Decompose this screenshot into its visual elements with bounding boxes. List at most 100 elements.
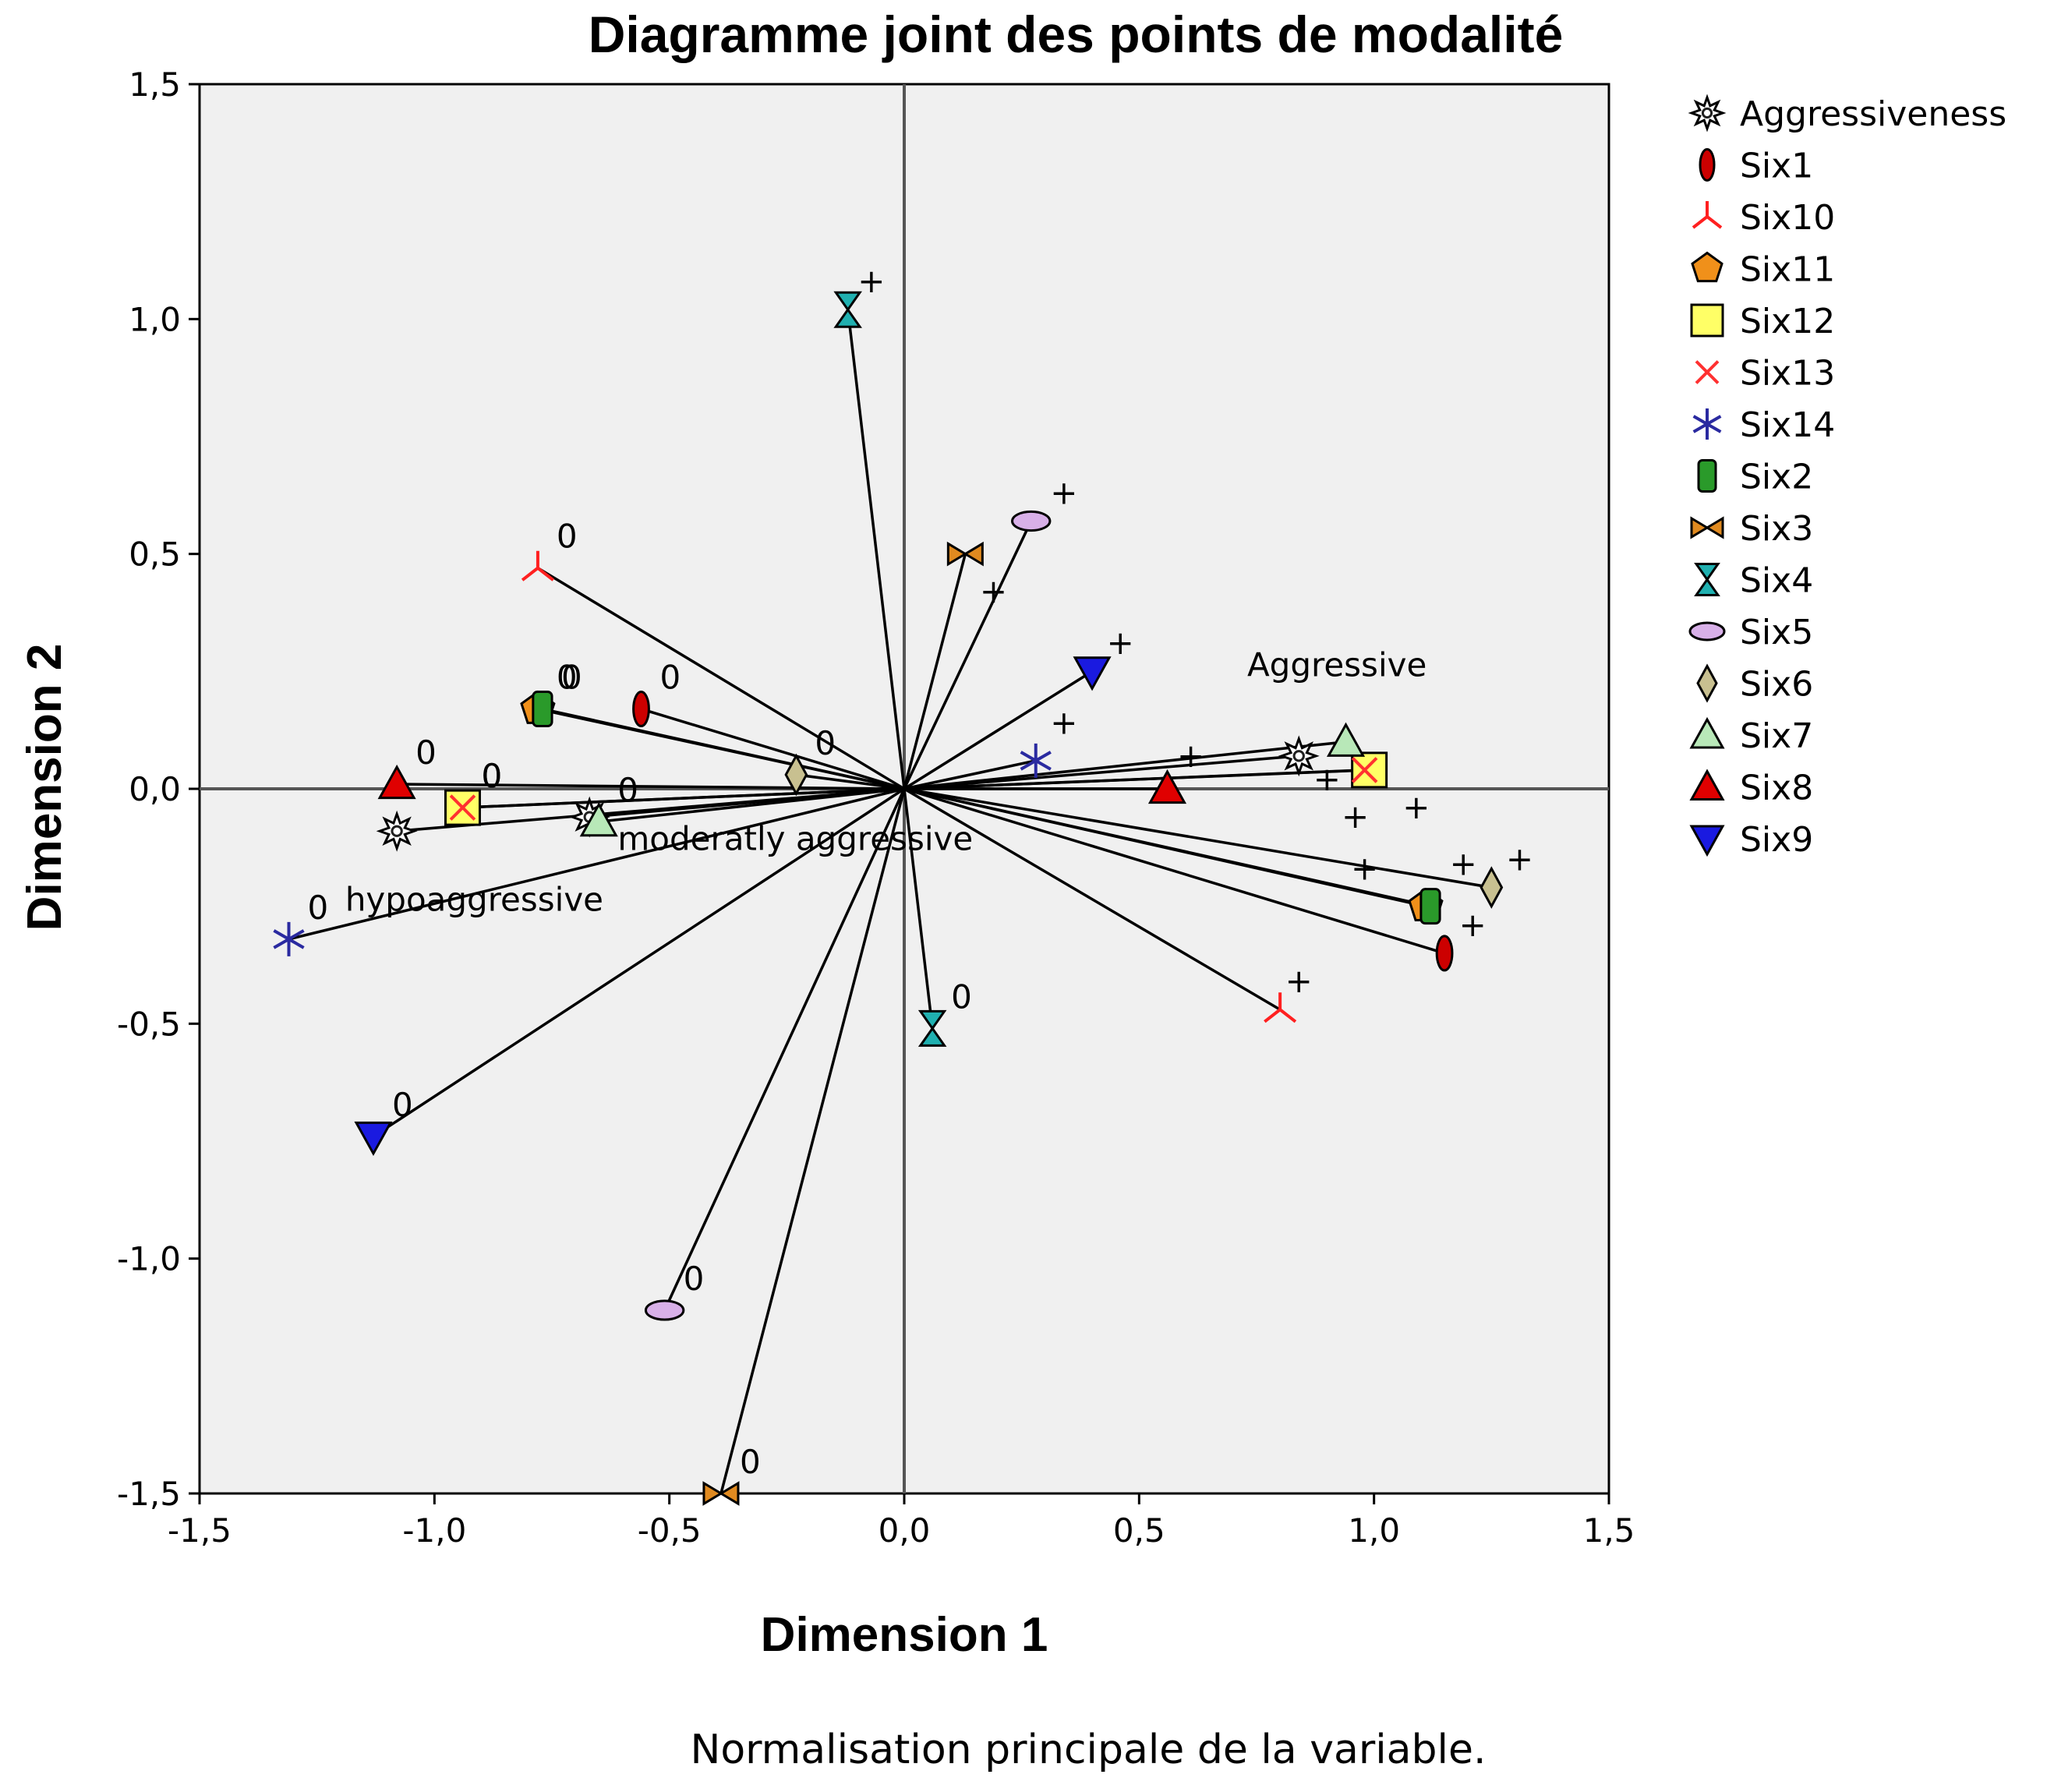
legend-marker-aggressiveness: [1688, 94, 1727, 133]
vector-six7-1: [903, 740, 1346, 790]
legend-marker-six4: [1694, 563, 1720, 596]
point-label-six6-0: 0: [815, 724, 836, 762]
legend-label-six11: Six11: [1740, 250, 1835, 290]
x-tick-label-4: 0,5: [1113, 1511, 1165, 1550]
plus-label-six2-0: +: [1351, 849, 1378, 887]
legend-marker-six3: [1690, 516, 1724, 539]
annotation-hypoaggressive: hypoaggressive: [345, 881, 603, 919]
legend-label-six10: Six10: [1740, 198, 1835, 238]
point-six14-1: [1020, 743, 1052, 778]
chart-title: Diagramme joint des points de modalité: [589, 5, 1564, 63]
point-six9-0: [354, 1121, 393, 1157]
point-six7-0: [579, 802, 618, 837]
annotation-moderatly-aggressive: moderatly aggressive: [617, 819, 973, 857]
vector-six10-0: [537, 567, 905, 790]
data-points: [273, 291, 1504, 1506]
plus-label-six3-0: +: [980, 572, 1007, 610]
legend-marker-six14: [1692, 408, 1722, 440]
vector-six6-1: [903, 787, 1492, 889]
point-label-six5-0: 0: [684, 1260, 705, 1298]
point-label-six13-0: 0: [481, 757, 502, 795]
x-tick-label-5: 1,0: [1348, 1511, 1400, 1550]
y-tick-label-6: -1,5: [117, 1475, 181, 1513]
point-labels: 0+0+0+0+0+0+0+0+0+0+0+0 +0 +0+Aggressivemo…: [308, 262, 1534, 1481]
vector-six13-1: [903, 769, 1365, 790]
y-tick-label-3: 0,0: [129, 770, 181, 808]
point-six2-1: [1419, 888, 1441, 925]
x-tick-label-0: -1,5: [168, 1511, 232, 1550]
legend-marker-six7: [1689, 716, 1725, 749]
legend-label-six2: Six2: [1740, 458, 1813, 497]
plus-label-six4-0: +: [857, 262, 885, 300]
point-six14-0: [273, 921, 305, 956]
axes: -1,5 -1,0 -0,5 0,0 0,5 1,0 1,5 1,5 1,0 0,5 0,0 -0,5…: [117, 65, 1635, 1550]
vector-six4-0: [903, 788, 934, 1029]
legend-label-six9: Six9: [1740, 820, 1813, 860]
point-label-six2-0: 0: [561, 659, 582, 697]
footnote: Normalisation principale de la variable.: [690, 1727, 1486, 1773]
legend-marker-six5: [1688, 621, 1726, 642]
point-six8-1: [1147, 769, 1187, 804]
plus-label-six13-0: +: [1402, 788, 1430, 826]
point-six4-1: [833, 291, 862, 328]
vector-six5-1: [903, 520, 1033, 790]
point-six1-0: [632, 691, 650, 728]
point-label-six8-0: 0: [415, 733, 437, 772]
point-six8-0: [377, 764, 416, 800]
point-six4-0: [917, 1009, 947, 1047]
vector-six14-0: [288, 787, 905, 941]
point-six10-0: [521, 550, 554, 581]
x-tick-label-3: 0,0: [879, 1511, 931, 1550]
point-six6-0: [784, 753, 808, 797]
vector-six1-0: [640, 707, 905, 790]
legend-marker-six8: [1689, 769, 1725, 801]
x-tick-label-2: -0,5: [638, 1511, 702, 1550]
point-six7-1: [1326, 722, 1366, 757]
y-tick-label-5: -1,0: [117, 1240, 181, 1278]
vector-six9-1: [903, 670, 1093, 790]
vector-six3-0: [719, 788, 906, 1494]
legend-label-six5: Six5: [1740, 613, 1813, 652]
legend-label-six13: Six13: [1740, 354, 1835, 394]
legend-label-six6: Six6: [1740, 665, 1813, 705]
vector-six9-0: [373, 787, 905, 1138]
plus-label-six1-0: +: [1459, 906, 1487, 944]
vector-six8-0: [397, 783, 905, 790]
point-label-six9-0: 0: [392, 1086, 413, 1124]
vector-six14-1: [903, 759, 1037, 790]
y-tick-label-2: 0,5: [129, 535, 181, 574]
vector-aggressiveness-0: [903, 755, 1299, 790]
plus-label-six11-0: +: [1450, 844, 1477, 882]
legend-marker-six9: [1689, 825, 1725, 857]
legend: Aggressiveness Six1 Six10 Six11 Six12 Six13 Si…: [1688, 94, 2006, 860]
vector-six1-1: [903, 787, 1445, 955]
legend-label-six8: Six8: [1740, 769, 1813, 808]
plus-label-six12-0: +: [1342, 797, 1369, 836]
legend-marker-six12: [1690, 303, 1724, 338]
point-label-six14-0: 0: [308, 889, 329, 927]
point-aggressiveness-0: [1278, 735, 1320, 777]
y-tick-label-4: -0,5: [117, 1005, 181, 1043]
point-six6-1: [1480, 866, 1504, 909]
vector-lines: [288, 309, 1492, 1494]
plus-label-six9-0: +: [1107, 624, 1134, 662]
plus-label-six7-0: +: [1313, 760, 1341, 798]
legend-marker-six2: [1697, 459, 1717, 493]
legend-marker-six10: [1692, 201, 1723, 229]
point-label-six10-0: 0: [557, 518, 578, 556]
vector-six5-0: [663, 788, 906, 1311]
x-tick-label-1: -1,0: [402, 1511, 466, 1550]
vector-six7-0: [599, 787, 905, 823]
point-six13-1: [1351, 757, 1378, 783]
point-label-six1-0: 0: [660, 659, 681, 697]
point-six5-0: [644, 1299, 685, 1321]
point-aggressiveness-1: [376, 810, 418, 852]
vector-six4-1: [846, 309, 906, 790]
plus-label-six14-0: +: [1050, 704, 1077, 742]
legend-label-six3: Six3: [1740, 509, 1813, 549]
point-label-six3-0: 0: [740, 1443, 761, 1481]
legend-label-six14: Six14: [1740, 405, 1835, 445]
point-six3-0: [702, 1481, 740, 1506]
point-six3-1: [946, 541, 984, 567]
